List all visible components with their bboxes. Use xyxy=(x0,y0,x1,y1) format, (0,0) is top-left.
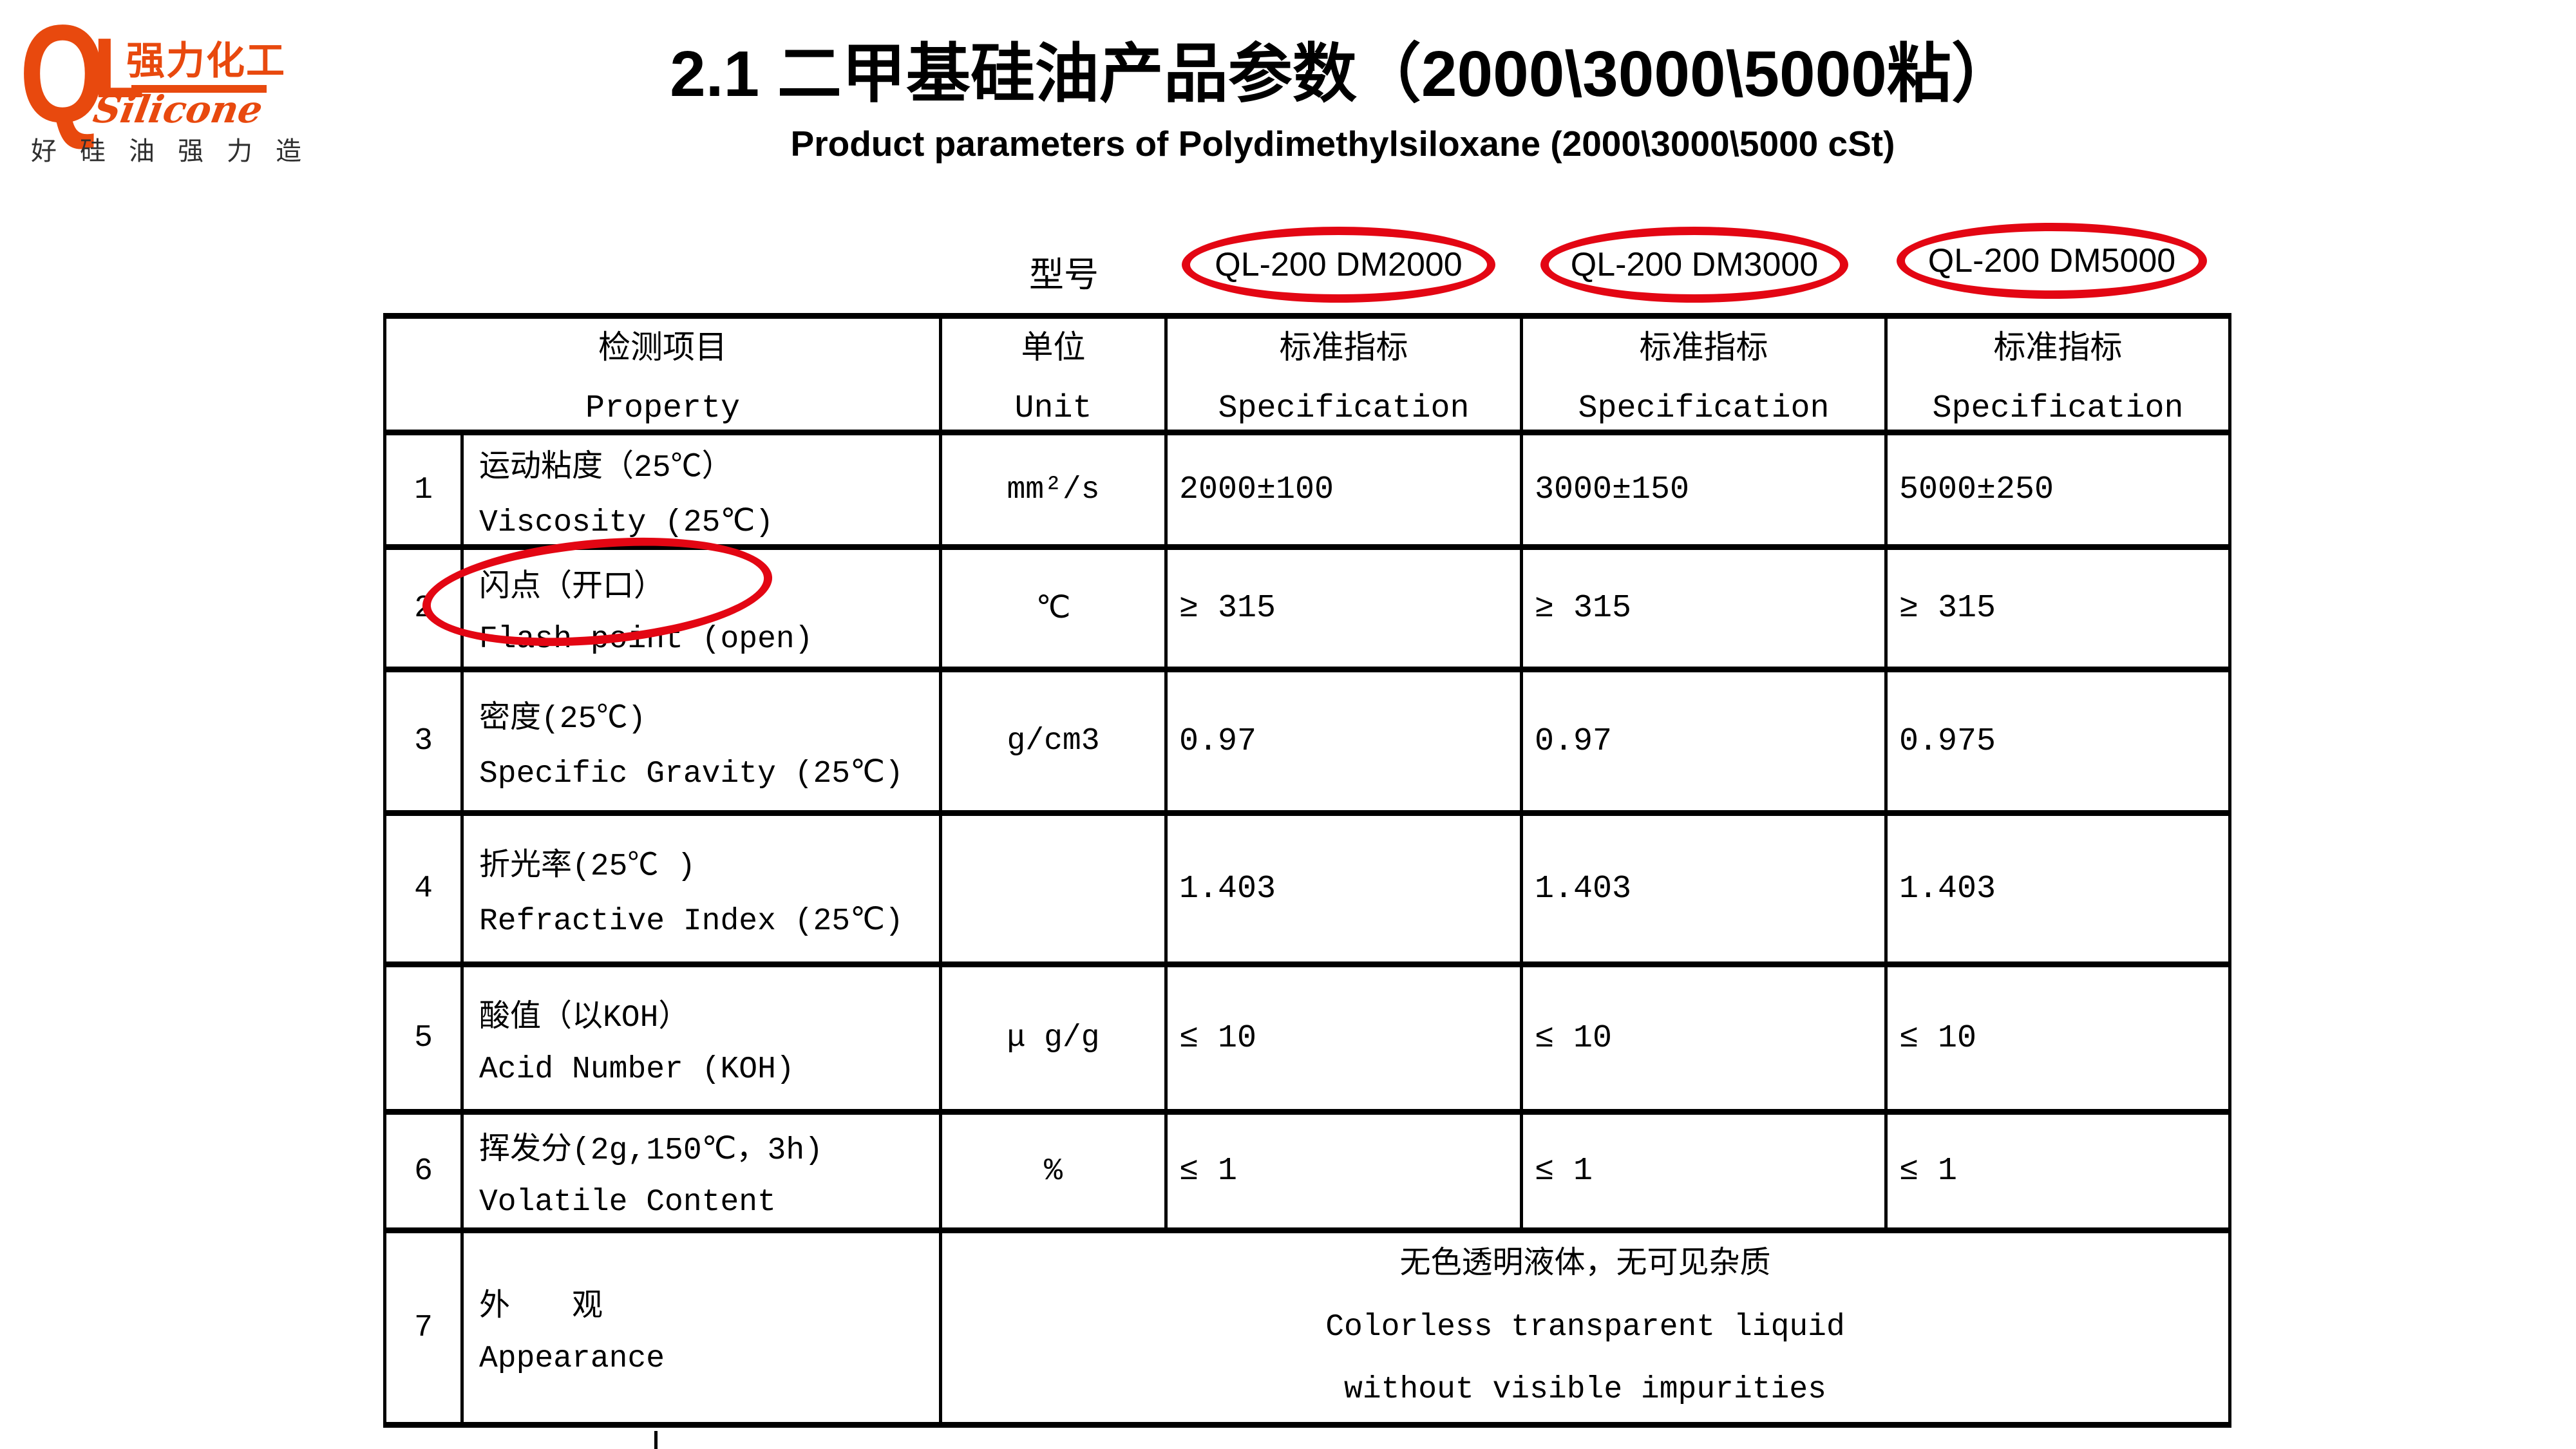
table-row-density: 3 密度(25℃) Specific Gravity (25℃) g/cm3 0… xyxy=(383,667,2232,816)
model-oval-dm2000: QL-200 DM2000 xyxy=(1182,227,1495,303)
spec-value: 2000±100 xyxy=(1164,430,1524,550)
spec-value: 0.975 xyxy=(1884,667,2232,816)
row-number: 5 xyxy=(383,961,464,1115)
spec-value: ≤ 1 xyxy=(1520,1109,1888,1233)
header-property: 检测项目 Property xyxy=(383,313,943,435)
property-cell: 折光率(25℃ ) Refractive Index (25℃) xyxy=(460,810,943,967)
logo-letter-l-icon: L xyxy=(93,21,145,115)
table-row-viscosity: 1 运动粘度（25℃） Viscosity (25℃) mm²/s 2000±1… xyxy=(383,430,2232,550)
property-cell: 酸值（以KOH） Acid Number (KOH) xyxy=(460,961,943,1115)
model-oval-dm3000: QL-200 DM3000 xyxy=(1540,227,1848,303)
property-cell: 运动粘度（25℃） Viscosity (25℃) xyxy=(460,430,943,550)
spec-value: ≤ 1 xyxy=(1884,1109,2232,1233)
spec-value: 1.403 xyxy=(1520,810,1888,967)
spec-value: ≥ 315 xyxy=(1164,544,1524,672)
page-title: 2.1 二甲基硅油产品参数（2000\3000\5000粘） xyxy=(670,38,2016,110)
unit-cell: g/cm3 xyxy=(939,667,1168,816)
logo-tagline: 好 硅 油 强 力 造 xyxy=(31,137,310,166)
row-number: 7 xyxy=(383,1227,464,1428)
spec-value: 1.403 xyxy=(1164,810,1524,967)
property-cell: 外 观 Appearance xyxy=(460,1227,943,1428)
logo-company-name: 强力化工 xyxy=(126,39,286,82)
spec-value: 5000±250 xyxy=(1884,430,2232,550)
spec-value: 0.97 xyxy=(1520,667,1888,816)
spec-value: ≤ 10 xyxy=(1164,961,1524,1115)
unit-cell: μ g/g xyxy=(939,961,1168,1115)
row-number: 3 xyxy=(383,667,464,816)
unit-cell: ℃ xyxy=(939,544,1168,672)
row-number: 4 xyxy=(383,810,464,967)
logo-letter-q-icon: Q xyxy=(19,0,106,151)
spec-value: ≤ 1 xyxy=(1164,1109,1524,1233)
header-spec-1: 标准指标 Specification xyxy=(1164,313,1524,435)
unit-cell: % xyxy=(939,1109,1168,1233)
spec-value: 0.97 xyxy=(1164,667,1524,816)
property-cell: 闪点（开口） Flash point (open) xyxy=(460,544,943,672)
row-number: 6 xyxy=(383,1109,464,1233)
table-row-acid-number: 5 酸值（以KOH） Acid Number (KOH) μ g/g ≤ 10 … xyxy=(383,961,2232,1115)
spec-value: ≤ 10 xyxy=(1520,961,1888,1115)
spec-value: ≥ 315 xyxy=(1884,544,2232,672)
spec-table: 检测项目 Property 单位 Unit 标准指标 Specification… xyxy=(383,313,2232,1428)
appearance-value-cell: 无色透明液体，无可见杂质 Colorless transparent liqui… xyxy=(939,1227,2232,1428)
spec-value: ≥ 315 xyxy=(1520,544,1888,672)
row-number: 2 xyxy=(383,544,464,672)
header-spec-2: 标准指标 Specification xyxy=(1520,313,1888,435)
spec-value: 3000±150 xyxy=(1520,430,1888,550)
table-row-refractive-index: 4 折光率(25℃ ) Refractive Index (25℃) 1.403… xyxy=(383,810,2232,967)
property-cell: 密度(25℃) Specific Gravity (25℃) xyxy=(460,667,943,816)
model-name: QL-200 DM2000 xyxy=(1215,246,1463,283)
model-row-label: 型号 xyxy=(1029,258,1099,298)
row-number: 1 xyxy=(383,430,464,550)
model-name: QL-200 DM3000 xyxy=(1570,246,1819,283)
title-block: 2.1 二甲基硅油产品参数（2000\3000\5000粘） Product p… xyxy=(109,31,2576,164)
spec-value: ≤ 10 xyxy=(1884,961,2232,1115)
property-cell: 挥发分(2g,150℃，3h) Volatile Content xyxy=(460,1109,943,1233)
table-row-volatile-content: 6 挥发分(2g,150℃，3h) Volatile Content % ≤ 1… xyxy=(383,1109,2232,1233)
table-row-flash-point: 2 闪点（开口） Flash point (open) ℃ ≥ 315 ≥ 31… xyxy=(383,544,2232,672)
table-row-appearance: 7 外 观 Appearance 无色透明液体，无可见杂质 Colorless … xyxy=(383,1227,2232,1428)
header-unit: 单位 Unit xyxy=(939,313,1168,435)
unit-cell xyxy=(939,810,1168,967)
spec-value: 1.403 xyxy=(1884,810,2232,967)
model-name: QL-200 DM5000 xyxy=(1927,242,2176,279)
header-spec-3: 标准指标 Specification xyxy=(1884,313,2232,435)
model-oval-dm5000: QL-200 DM5000 xyxy=(1897,223,2207,299)
table-header-row: 检测项目 Property 单位 Unit 标准指标 Specification… xyxy=(383,313,2232,435)
logo-underline xyxy=(131,85,267,93)
unit-cell: mm²/s xyxy=(939,430,1168,550)
page-subtitle: Product parameters of Polydimethylsiloxa… xyxy=(790,124,1895,164)
company-logo: Q L 强力化工 Silicone 好 硅 油 强 力 造 xyxy=(18,4,301,166)
table-cutoff-line xyxy=(654,1431,658,1449)
